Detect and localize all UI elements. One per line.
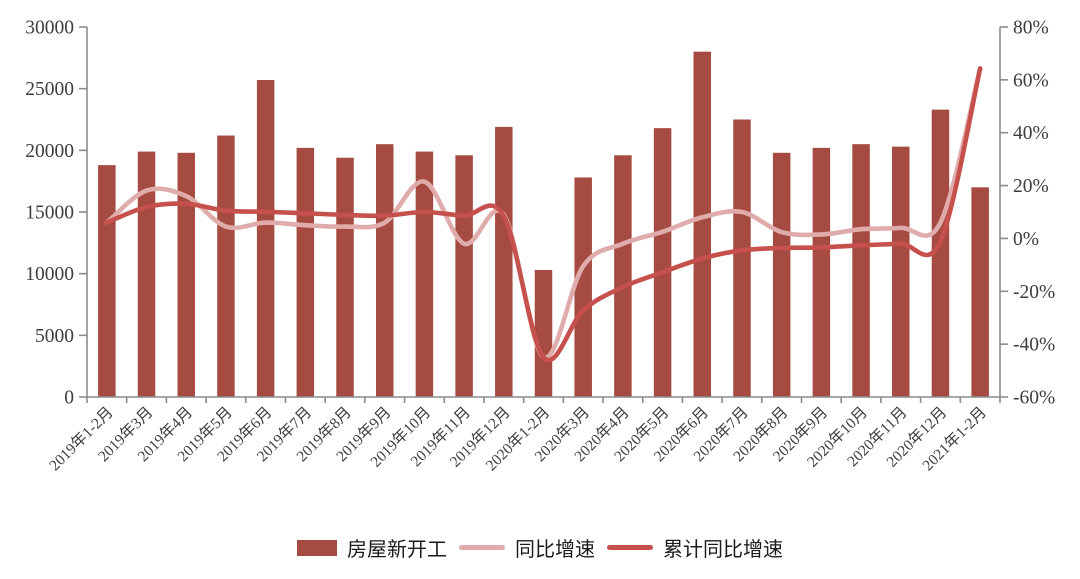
bar-9: [455, 155, 473, 397]
legend-line-swatch-cumulative-yoy-growth: [607, 545, 653, 550]
bar-20: [892, 146, 910, 397]
right-axis-ticks: -60% -40% -20% 0% 20% 40% 60% 80%: [1000, 18, 1055, 409]
bar-0: [98, 165, 116, 397]
left-tick-label: 15000: [25, 203, 74, 224]
right-tick-label: 0%: [1013, 229, 1039, 250]
left-tick-label: 10000: [25, 264, 74, 285]
bar-15: [693, 51, 712, 398]
bar-11: [534, 269, 553, 397]
right-tick-label: -60%: [1013, 388, 1055, 409]
legend-item-housing-starts: 房屋新开工: [297, 533, 447, 562]
bar-21: [931, 109, 950, 397]
right-tick-label: 60%: [1013, 70, 1049, 91]
left-tick-label: 20000: [25, 141, 74, 162]
bar-10: [495, 126, 513, 398]
bottom-axis-ticks: [86, 397, 1001, 403]
bar-19: [852, 144, 870, 397]
legend-item-cumulative-yoy-growth: 累计同比增速: [607, 533, 783, 562]
bar-12: [574, 177, 592, 397]
left-axis-ticks: 0 5000 10000 15000 20000 25000 30000: [25, 18, 87, 409]
right-tick-label: 40%: [1013, 123, 1049, 144]
bar-22: [971, 187, 989, 397]
bar-4: [256, 80, 275, 397]
bar-6: [336, 157, 354, 397]
bar-series-housing-starts: [98, 51, 989, 398]
right-tick-label: -40%: [1013, 335, 1055, 356]
bar-14: [653, 128, 672, 397]
left-tick-label: 0: [64, 388, 74, 409]
left-tick-label: 25000: [25, 79, 74, 100]
bar-7: [375, 144, 394, 397]
right-tick-label: -20%: [1013, 282, 1055, 303]
bar-16: [733, 119, 751, 397]
chart-legend: 房屋新开工 同比增速 累计同比增速: [0, 533, 1080, 562]
bar-3: [217, 135, 235, 397]
bar-1: [137, 151, 156, 397]
legend-line-swatch-yoy-growth: [459, 545, 505, 550]
x-axis-labels: 2019年1-2月2019年3月2019年4月2019年5月2019年6月201…: [45, 403, 989, 474]
legend-label-housing-starts: 房屋新开工: [347, 539, 447, 561]
right-tick-label: 20%: [1013, 176, 1049, 197]
bar-2: [177, 152, 195, 397]
bar-17: [772, 152, 791, 397]
left-tick-label: 30000: [25, 18, 74, 39]
legend-bar-swatch-housing-starts: [297, 539, 337, 556]
line-cumulative-yoy-growth: [104, 66, 983, 363]
legend-label-yoy-growth: 同比增速: [515, 539, 595, 561]
legend-item-yoy-growth: 同比增速: [459, 533, 595, 562]
left-tick-label: 5000: [35, 326, 74, 347]
bar-13: [614, 155, 632, 397]
right-tick-label: 80%: [1013, 18, 1049, 39]
bar-18: [812, 147, 831, 397]
legend-label-cumulative-yoy-growth: 累计同比增速: [663, 539, 783, 561]
bar-5: [296, 147, 315, 397]
